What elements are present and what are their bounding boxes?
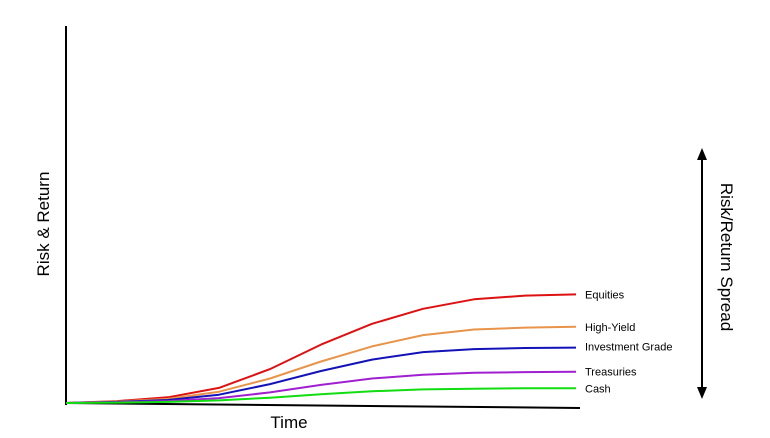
series-line-equities <box>65 293 577 404</box>
series-label-investment-grade: Investment Grade <box>585 342 672 354</box>
y-axis-title: Risk & Return <box>34 172 53 277</box>
series-label-cash: Cash <box>585 383 611 395</box>
series-layer: Equities High-Yield Investment Grade Treasu… <box>65 289 672 404</box>
x-axis <box>65 402 581 409</box>
series-line-cash <box>65 387 576 404</box>
arrow-down-icon <box>697 387 707 399</box>
series-line-high-yield <box>65 325 577 404</box>
series-label-treasuries: Treasuries <box>585 367 637 379</box>
arrow-up-icon <box>697 148 707 160</box>
series-label-high-yield: High-Yield <box>585 322 635 334</box>
series-label-equities: Equities <box>585 289 625 301</box>
spread-annotation: Risk/Return Spread <box>717 183 736 331</box>
x-axis-title: Time <box>270 413 307 432</box>
spread-arrow <box>697 148 707 399</box>
